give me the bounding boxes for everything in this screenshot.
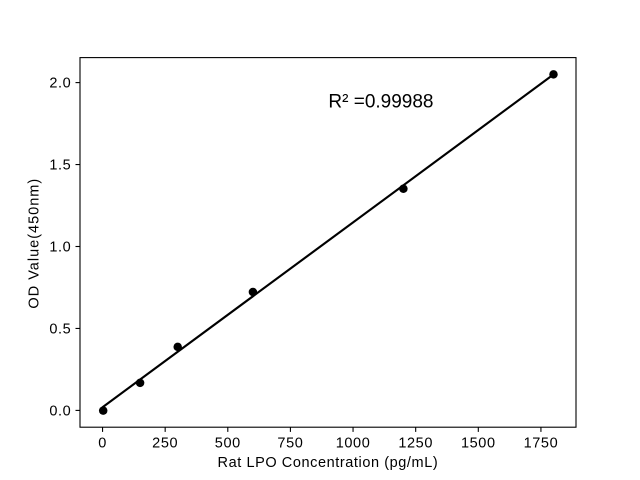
svg-text:1500: 1500 [461, 436, 496, 452]
svg-text:Rat LPO Concentration (pg/mL): Rat LPO Concentration (pg/mL) [218, 455, 439, 471]
svg-text:2.0: 2.0 [49, 76, 71, 92]
svg-text:R² =0.99988: R² =0.99988 [328, 92, 433, 113]
svg-text:500: 500 [215, 436, 241, 452]
svg-text:750: 750 [277, 436, 303, 452]
svg-text:1.5: 1.5 [49, 158, 71, 174]
svg-text:1000: 1000 [336, 436, 371, 452]
svg-text:250: 250 [152, 436, 178, 452]
svg-text:1750: 1750 [524, 436, 559, 452]
svg-text:0.0: 0.0 [49, 404, 71, 420]
svg-text:OD Value(450nm): OD Value(450nm) [27, 178, 43, 309]
svg-text:1250: 1250 [398, 436, 433, 452]
svg-text:0.5: 0.5 [49, 322, 71, 338]
svg-text:0: 0 [98, 436, 107, 452]
svg-text:1.0: 1.0 [49, 240, 71, 256]
